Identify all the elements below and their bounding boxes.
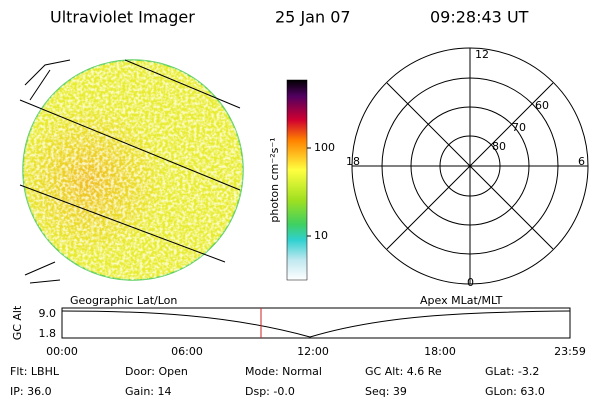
- mlt-label: 12: [475, 48, 489, 61]
- x-tick: 23:59: [554, 345, 586, 358]
- status-field: Gain: 14: [125, 385, 172, 398]
- colorbar-tick: 100: [314, 141, 335, 154]
- altitude-plot: Geographic Lat/Lon Apex MLat/MLT GC Alt …: [11, 294, 586, 358]
- status-field: GC Alt: 4.6 Re: [365, 365, 442, 378]
- status-field: Flt: LBHL: [10, 365, 60, 378]
- status-field: Seq: 39: [365, 385, 407, 398]
- plot-title: Geographic Lat/Lon: [70, 294, 177, 307]
- status-field: Door: Open: [125, 365, 188, 378]
- y-tick: 1.8: [39, 327, 57, 340]
- mlt-label: 0: [467, 276, 474, 289]
- colorbar: 100 10 photon cm⁻²s⁻¹: [268, 79, 335, 281]
- colorbar-label: photon cm⁻²s⁻¹: [268, 137, 281, 222]
- y-tick: 9.0: [39, 307, 57, 320]
- status: Flt: LBHL Door: Open Mode: Normal GC Alt: 4…: [10, 365, 545, 398]
- x-tick: 12:00: [297, 345, 329, 358]
- y-label: GC Alt: [11, 305, 24, 340]
- status-field: GLat: -3.2: [485, 365, 539, 378]
- x-tick: 18:00: [424, 345, 456, 358]
- x-tick: 06:00: [171, 345, 203, 358]
- mlt-label: 18: [346, 155, 360, 168]
- instrument: Ultraviolet Imager: [50, 8, 195, 27]
- plot-title: Apex MLat/MLT: [420, 294, 503, 307]
- lat-label: 70: [512, 121, 526, 134]
- colorbar-tick: 10: [314, 229, 328, 242]
- x-tick: 00:00: [46, 345, 78, 358]
- time: 09:28:43 UT: [430, 8, 529, 27]
- uv-image: [19, 59, 244, 284]
- status-field: Dsp: -0.0: [245, 385, 295, 398]
- status-field: IP: 36.0: [10, 385, 52, 398]
- polar-grid: 12 18 6 0 60 70 80: [346, 47, 589, 289]
- mlt-label: 6: [578, 155, 585, 168]
- status-field: Mode: Normal: [245, 365, 322, 378]
- lat-label: 60: [535, 99, 549, 112]
- lat-label: 80: [492, 140, 506, 153]
- date: 25 Jan 07: [275, 8, 351, 27]
- status-field: GLon: 63.0: [485, 385, 545, 398]
